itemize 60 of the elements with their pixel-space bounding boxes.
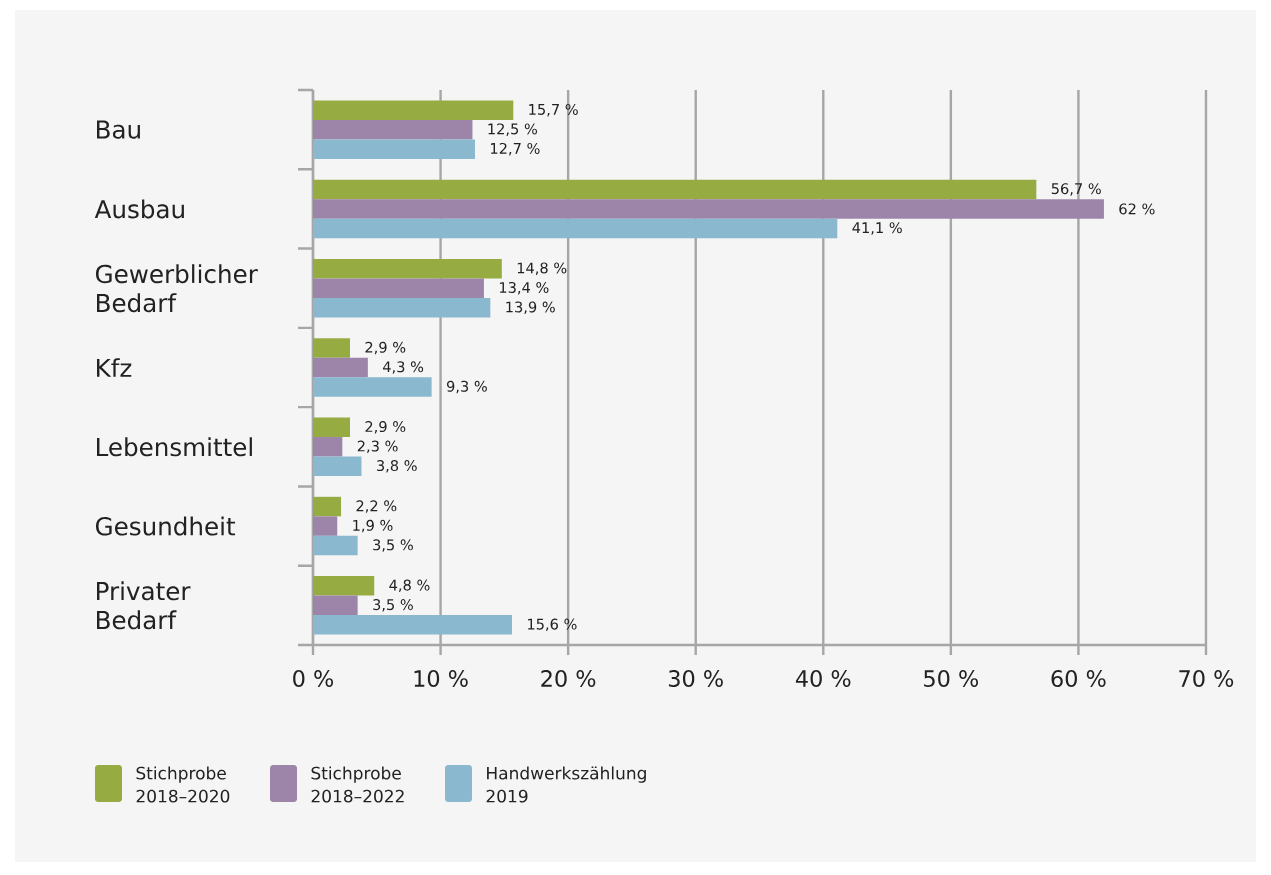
data-label: 4,8 %	[389, 579, 430, 593]
x-tick-label: 0 %	[293, 670, 334, 687]
bar	[313, 119, 473, 140]
x-tick-label: 40 %	[795, 670, 851, 687]
data-label: 2,9 %	[365, 421, 406, 434]
data-label: 2,2 %	[356, 500, 397, 513]
bar	[313, 100, 514, 120]
data-label: 2,9 %	[365, 341, 406, 355]
bar	[313, 179, 1037, 200]
y-tick-label: Gesundheit	[95, 516, 236, 536]
data-label: 1,9 %	[353, 519, 393, 533]
bar	[313, 278, 484, 298]
bar	[313, 516, 338, 536]
x-tick-label: 20 %	[541, 670, 596, 687]
data-label: 3,5 %	[373, 599, 413, 612]
bar	[313, 338, 350, 358]
bar	[313, 456, 362, 477]
data-label: 12,7 %	[491, 142, 540, 156]
bar	[313, 258, 502, 279]
bar	[313, 218, 838, 239]
data-label: 15,6 %	[528, 618, 577, 632]
bar	[313, 139, 476, 159]
y-tick-label: Bau	[97, 120, 140, 139]
y-tick-label: Privater Bedarf	[97, 581, 191, 630]
data-label: 62 %	[1119, 203, 1155, 215]
data-label: 12,5 %	[488, 123, 538, 136]
x-tick-label: 70 %	[1179, 670, 1234, 687]
bar	[313, 297, 491, 318]
bar	[313, 595, 358, 616]
data-label: 13,9 %	[506, 301, 555, 314]
legend-label: Stichprobe 2018–2020	[136, 766, 230, 803]
y-tick-label: Ausbau	[94, 199, 184, 219]
bar	[313, 615, 513, 635]
legend-label: Stichprobe 2018–2022	[311, 766, 404, 803]
bar	[313, 377, 432, 397]
data-label: 3,5 %	[373, 539, 413, 552]
data-label: 56,7 %	[1051, 183, 1101, 196]
x-tick-label: 60 %	[1051, 670, 1106, 687]
y-tick-label: Kfz	[97, 358, 132, 377]
data-label: 13,4 %	[499, 281, 549, 295]
data-label: 9,3 %	[446, 380, 487, 394]
x-tick-label: 50 %	[924, 670, 979, 687]
bar	[313, 576, 375, 596]
bar	[313, 357, 368, 378]
data-label: 14,8 %	[517, 262, 567, 275]
data-label: 4,3 %	[382, 361, 424, 374]
y-tick-label: Gewerblicher Bedarf	[95, 264, 258, 313]
y-tick-label: Lebensmittel	[97, 437, 252, 457]
bar	[313, 496, 342, 517]
data-label: 15,7 %	[529, 103, 578, 117]
data-label: 2,3 %	[357, 440, 398, 454]
bar	[313, 199, 1104, 219]
x-tick-label: 10 %	[414, 670, 468, 687]
bar	[313, 417, 350, 438]
data-label: 41,1 %	[852, 222, 902, 235]
legend-label: Handwerkszählung 2019	[486, 766, 646, 803]
x-tick-label: 30 %	[668, 670, 723, 687]
bar	[313, 437, 343, 457]
data-label: 3,8 %	[376, 460, 417, 473]
bar	[313, 535, 358, 556]
